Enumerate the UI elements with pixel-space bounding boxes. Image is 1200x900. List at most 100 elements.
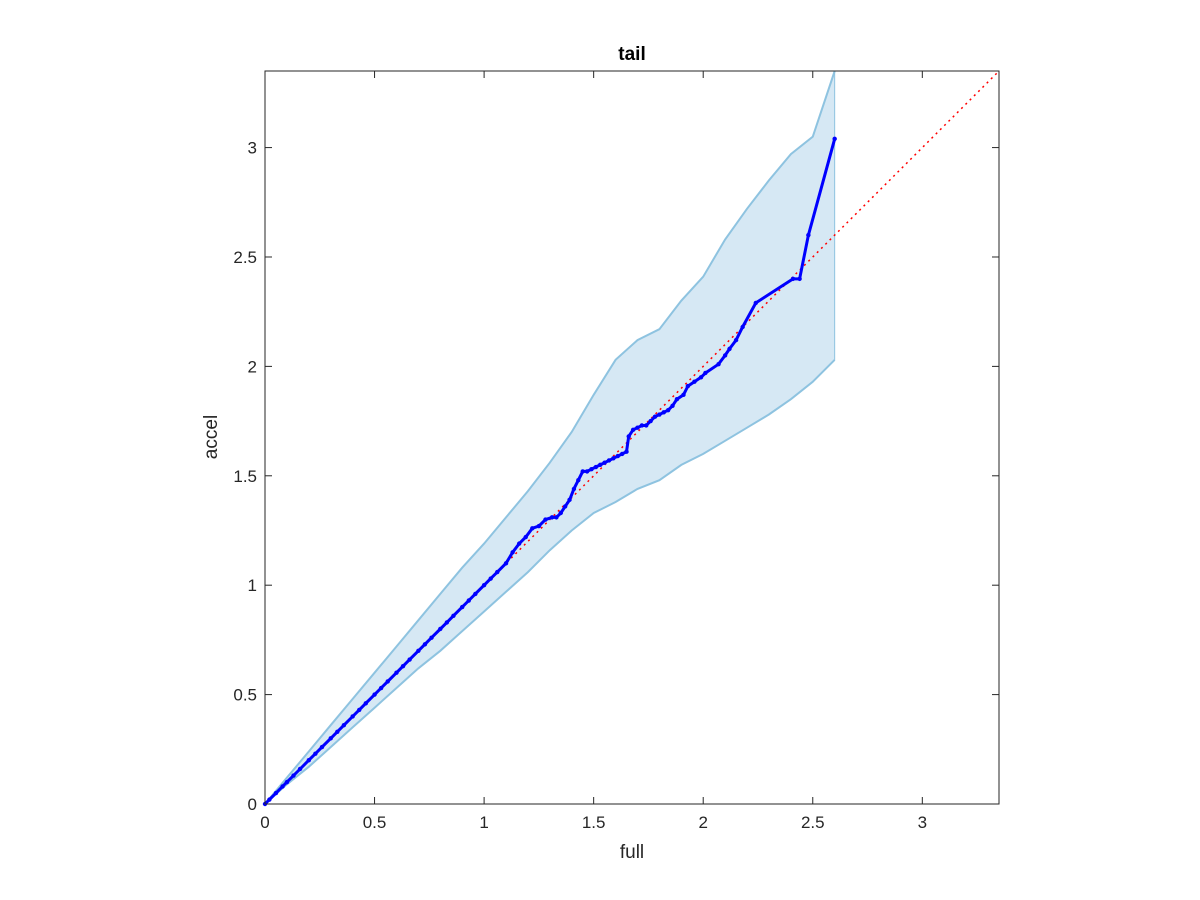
- data-point: [670, 403, 675, 408]
- data-point: [306, 758, 312, 763]
- data-point: [429, 635, 434, 640]
- data-point: [598, 462, 603, 468]
- data-point: [523, 534, 528, 540]
- x-tick-label: 2: [698, 813, 707, 832]
- data-point: [400, 663, 406, 669]
- data-point: [488, 576, 493, 581]
- x-tick-label: 0.5: [363, 813, 387, 832]
- data-point: [357, 707, 362, 713]
- x-tick-label: 2.5: [801, 813, 825, 832]
- data-point: [584, 469, 590, 474]
- data-point: [657, 412, 662, 417]
- data-point: [328, 736, 333, 741]
- data-point: [341, 723, 347, 728]
- data-point: [790, 276, 796, 282]
- data-point: [297, 766, 303, 772]
- data-point: [580, 469, 585, 474]
- data-point: [674, 397, 680, 402]
- data-point: [481, 582, 487, 588]
- data-point: [562, 504, 568, 509]
- data-point: [378, 685, 384, 691]
- data-point: [363, 701, 368, 706]
- data-point: [495, 569, 500, 575]
- y-tick-label: 0: [248, 795, 257, 814]
- data-point: [692, 379, 697, 384]
- data-point: [549, 515, 555, 520]
- x-tick-label: 3: [918, 813, 927, 832]
- data-point: [291, 773, 296, 778]
- data-point: [350, 714, 355, 719]
- data-point: [466, 598, 471, 603]
- data-points-layer: [262, 136, 837, 807]
- data-point: [606, 458, 612, 463]
- data-point: [451, 613, 456, 619]
- data-point: [806, 232, 811, 238]
- data-point: [543, 517, 548, 522]
- data-point: [611, 456, 616, 461]
- data-point: [319, 744, 325, 750]
- data-point: [698, 375, 704, 380]
- data-point: [516, 541, 522, 546]
- tick-marks-layer: 0 0.5 1 1.5 2 2.5 3 0 0.5 1 1.5 2 2.5 3: [233, 71, 999, 832]
- reference-line: [264, 70, 1000, 805]
- data-point: [459, 604, 465, 610]
- x-tick-label: 1.5: [582, 813, 606, 832]
- y-tick-label: 2: [248, 357, 257, 376]
- data-point: [615, 453, 620, 459]
- data-point: [394, 670, 399, 675]
- data-point: [273, 790, 279, 796]
- data-point: [832, 136, 837, 142]
- data-point: [727, 346, 732, 352]
- data-point: [385, 679, 390, 684]
- data-point: [576, 477, 581, 483]
- data-point: [753, 300, 758, 306]
- data-point: [648, 418, 653, 424]
- data-point: [639, 423, 645, 428]
- data-point: [630, 427, 636, 433]
- y-tick-label: 3: [248, 139, 257, 158]
- data-point: [503, 561, 509, 566]
- data-point: [407, 657, 412, 662]
- confidence-band-upper-edge: [264, 70, 836, 805]
- data-point: [267, 797, 272, 802]
- confidence-band-lower-edge: [264, 359, 836, 805]
- data-point: [619, 451, 625, 457]
- data-point: [624, 449, 629, 454]
- chart-title: tail: [618, 44, 645, 65]
- data-point: [797, 276, 802, 282]
- y-tick-label: 0.5: [233, 686, 257, 705]
- data-point: [652, 414, 658, 419]
- data-point: [510, 550, 515, 555]
- data-point: [536, 523, 542, 529]
- data-point: [685, 383, 691, 389]
- reference-line-layer: [264, 70, 1000, 805]
- x-tick-label: 1: [479, 813, 488, 832]
- data-point: [602, 460, 607, 465]
- data-point: [740, 324, 745, 330]
- data-point: [661, 410, 666, 415]
- data-point: [313, 751, 318, 756]
- y-tick-label: 2.5: [233, 248, 257, 267]
- y-tick-label: 1.5: [233, 467, 257, 486]
- data-point: [703, 370, 708, 376]
- confidence-band-fill: [265, 71, 835, 804]
- data-point: [558, 510, 563, 516]
- data-point: [280, 784, 285, 789]
- confidence-band-layer: [264, 70, 836, 805]
- data-point: [733, 337, 739, 343]
- data-point: [571, 486, 577, 492]
- data-point: [665, 407, 671, 413]
- data-point: [589, 467, 594, 472]
- data-point: [722, 353, 728, 358]
- x-axis-label: full: [620, 842, 644, 863]
- y-tick-label: 1: [248, 576, 257, 595]
- data-point: [626, 434, 631, 439]
- data-point: [438, 626, 443, 632]
- data-point: [593, 464, 599, 470]
- data-point: [635, 425, 640, 430]
- y-axis-label: accel: [201, 415, 222, 459]
- data-point: [473, 591, 478, 597]
- data-point: [567, 497, 572, 503]
- data-point: [422, 642, 428, 647]
